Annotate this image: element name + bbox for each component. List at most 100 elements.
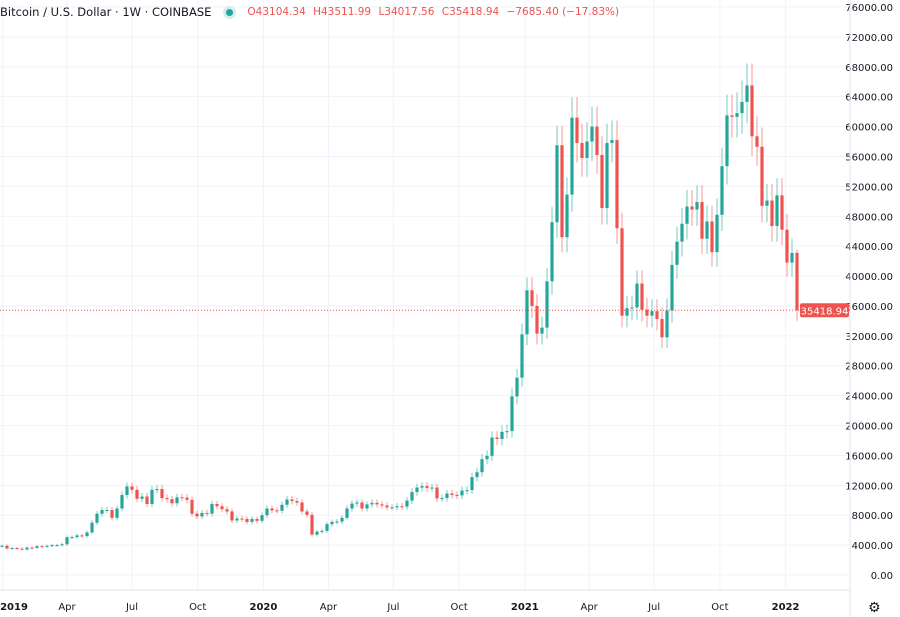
candle-up bbox=[70, 537, 74, 539]
candle-up bbox=[140, 496, 144, 499]
candle-up bbox=[265, 508, 269, 516]
candle-up bbox=[120, 495, 124, 509]
candle-down bbox=[770, 200, 774, 226]
price-tick-label: 32000.00 bbox=[845, 332, 893, 343]
candle-down bbox=[220, 506, 224, 510]
candle-down bbox=[225, 509, 229, 512]
candle-down bbox=[655, 311, 659, 320]
low-value: L34017.56 bbox=[378, 6, 435, 18]
candle-up bbox=[720, 166, 724, 215]
candle-up bbox=[610, 140, 614, 144]
candle-down bbox=[535, 305, 539, 334]
candle-down bbox=[300, 502, 304, 512]
candle-up bbox=[105, 509, 109, 511]
candle-up bbox=[550, 222, 554, 282]
candle-up bbox=[650, 311, 654, 316]
time-tick-label: Apr bbox=[58, 602, 76, 613]
candle-down bbox=[785, 229, 789, 263]
candle-up bbox=[235, 518, 239, 521]
candle-up bbox=[515, 377, 519, 397]
candle-up bbox=[85, 532, 89, 537]
candle-down bbox=[275, 510, 279, 512]
market-status-dot-icon bbox=[226, 8, 234, 16]
candle-up bbox=[285, 499, 289, 505]
time-tick-label: Apr bbox=[580, 602, 598, 613]
candle-up bbox=[395, 506, 399, 508]
candle-up bbox=[460, 490, 464, 496]
time-tick-label: Apr bbox=[320, 602, 338, 613]
candle-up bbox=[520, 334, 524, 378]
candle-down bbox=[455, 495, 459, 497]
candle-down bbox=[660, 319, 664, 338]
change-value: −7685.40 (−17.83%) bbox=[506, 6, 620, 18]
candle-up bbox=[540, 327, 544, 334]
candle-up bbox=[745, 85, 749, 102]
candle-down bbox=[305, 511, 309, 515]
candles bbox=[0, 63, 799, 551]
candle-up bbox=[250, 518, 254, 522]
price-tick-label: 16000.00 bbox=[845, 451, 893, 462]
time-tick-label: 2021 bbox=[511, 602, 539, 613]
candle-down bbox=[615, 140, 619, 229]
candle-down bbox=[135, 489, 139, 499]
candle-up bbox=[410, 492, 414, 501]
candle-up bbox=[415, 487, 419, 493]
candle-down bbox=[530, 290, 534, 306]
price-tick-label: 44000.00 bbox=[845, 242, 893, 253]
candle-up bbox=[35, 546, 39, 548]
candle-up bbox=[100, 509, 104, 514]
candle-down bbox=[710, 221, 714, 253]
candle-down bbox=[170, 499, 174, 504]
candle-up bbox=[715, 214, 719, 253]
candle-up bbox=[115, 508, 119, 518]
candle-down bbox=[755, 136, 759, 147]
price-tick-label: 20000.00 bbox=[845, 422, 893, 433]
candle-down bbox=[360, 502, 364, 509]
candle-down bbox=[80, 535, 84, 537]
candle-up bbox=[260, 515, 264, 521]
candle-down bbox=[5, 545, 9, 549]
candle-down bbox=[290, 499, 294, 502]
open-value: O43104.34 bbox=[247, 6, 306, 18]
candle-up bbox=[725, 115, 729, 167]
price-tick-label: 12000.00 bbox=[845, 481, 893, 492]
price-tick-label: 52000.00 bbox=[845, 182, 893, 193]
candle-down bbox=[385, 505, 389, 508]
price-tick-label: 24000.00 bbox=[845, 392, 893, 403]
candle-up bbox=[585, 141, 589, 158]
candle-down bbox=[110, 509, 114, 518]
time-tick-label: Oct bbox=[711, 602, 728, 613]
candle-up bbox=[65, 537, 69, 545]
candle-up bbox=[775, 195, 779, 226]
candle-up bbox=[505, 431, 509, 433]
candle-down bbox=[310, 514, 314, 535]
candle-up bbox=[335, 521, 339, 523]
candle-up bbox=[555, 145, 559, 223]
price-tick-label: 76000.00 bbox=[845, 3, 893, 14]
time-tick-label: Oct bbox=[450, 602, 467, 613]
candle-down bbox=[215, 504, 219, 507]
candle-up bbox=[500, 431, 504, 439]
candle-up bbox=[790, 252, 794, 263]
candle-up bbox=[210, 504, 214, 514]
candle-down bbox=[495, 437, 499, 439]
candle-down bbox=[730, 115, 734, 117]
candle-up bbox=[465, 490, 469, 492]
candle-up bbox=[150, 489, 154, 504]
candle-up bbox=[445, 493, 449, 499]
price-tick-label: 72000.00 bbox=[845, 33, 893, 44]
candle-down bbox=[620, 228, 624, 316]
candle-up bbox=[480, 459, 484, 473]
candle-up bbox=[45, 545, 49, 547]
candle-up bbox=[430, 487, 434, 489]
candle-down bbox=[380, 504, 384, 506]
candle-down bbox=[180, 497, 184, 499]
candle-up bbox=[440, 498, 444, 500]
candle-up bbox=[75, 535, 79, 538]
gear-icon[interactable]: ⚙ bbox=[868, 600, 881, 616]
candle-up bbox=[680, 223, 684, 242]
symbol-title[interactable]: Bitcoin / U.S. Dollar · 1W · COINBASE bbox=[0, 5, 212, 19]
candle-up bbox=[675, 241, 679, 265]
candle-up bbox=[125, 486, 129, 496]
